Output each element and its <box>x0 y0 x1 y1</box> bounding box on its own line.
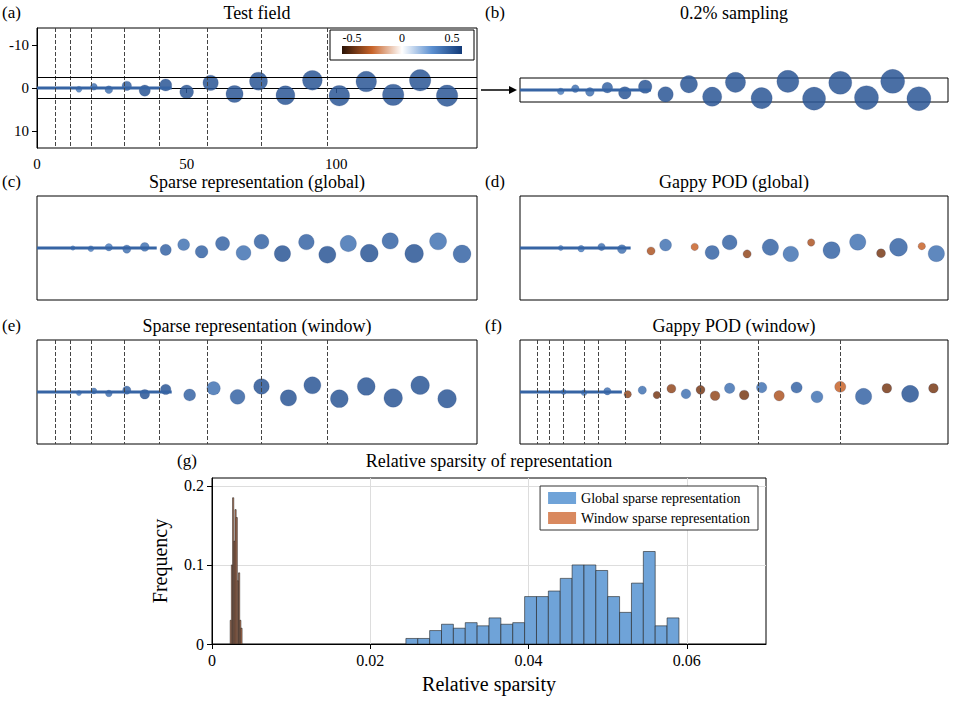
svg-text:Window sparse representation: Window sparse representation <box>581 511 750 526</box>
svg-text:50: 50 <box>179 156 194 172</box>
svg-text:0: 0 <box>208 652 216 669</box>
svg-text:Gappy POD (window): Gappy POD (window) <box>653 316 816 337</box>
svg-text:(a): (a) <box>2 3 21 22</box>
svg-text:Relative sparsity: Relative sparsity <box>422 673 556 696</box>
svg-text:(f): (f) <box>485 316 502 335</box>
svg-text:(b): (b) <box>485 3 505 22</box>
svg-text:Sparse representation (global): Sparse representation (global) <box>149 172 365 193</box>
svg-text:0.06: 0.06 <box>673 652 701 669</box>
svg-text:0.02: 0.02 <box>356 652 384 669</box>
svg-text:-10: -10 <box>9 37 29 53</box>
svg-text:100: 100 <box>325 156 348 172</box>
svg-text:Test field: Test field <box>223 3 290 23</box>
svg-text:0.2% sampling: 0.2% sampling <box>680 3 788 23</box>
svg-text:10: 10 <box>14 123 29 139</box>
svg-text:0.5: 0.5 <box>445 31 460 45</box>
svg-text:0.04: 0.04 <box>515 652 543 669</box>
svg-text:(c): (c) <box>2 172 21 191</box>
svg-text:Sparse representation (window): Sparse representation (window) <box>143 316 372 337</box>
svg-text:Gappy POD (global): Gappy POD (global) <box>659 172 809 193</box>
svg-text:0: 0 <box>196 636 204 653</box>
svg-text:(e): (e) <box>2 316 21 335</box>
svg-text:(g): (g) <box>177 451 197 470</box>
svg-text:0: 0 <box>22 80 30 96</box>
svg-text:Frequency: Frequency <box>149 519 172 603</box>
svg-text:0.1: 0.1 <box>184 556 204 573</box>
svg-text:Relative sparsity of represent: Relative sparsity of representation <box>366 451 612 471</box>
svg-text:0.2: 0.2 <box>184 477 204 494</box>
svg-text:0: 0 <box>33 156 41 172</box>
svg-text:Global sparse representation: Global sparse representation <box>581 491 740 506</box>
svg-text:(d): (d) <box>485 172 505 191</box>
svg-text:0: 0 <box>399 31 405 45</box>
svg-text:-0.5: -0.5 <box>343 31 362 45</box>
